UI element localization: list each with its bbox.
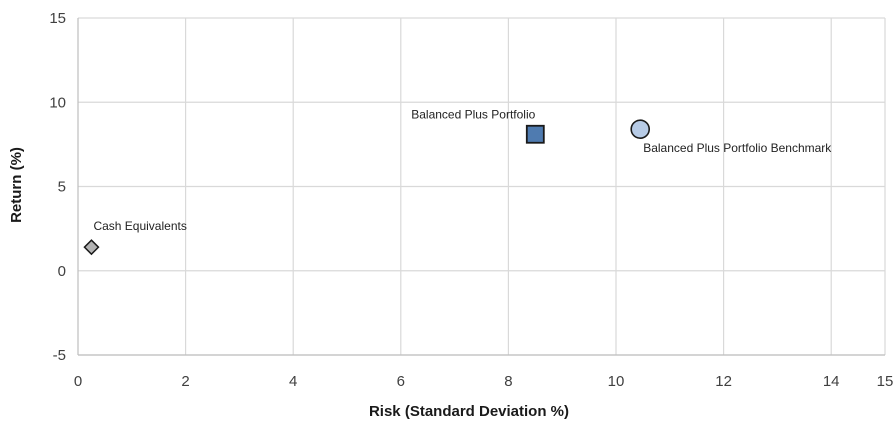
y-axis-title: Return (%) (8, 147, 25, 223)
y-tick-label: 10 (49, 94, 66, 111)
x-tick-labels: 0 2 4 6 8 10 12 14 15 (74, 373, 894, 390)
x-tick-label: 2 (181, 373, 189, 390)
y-tick-labels: -5 0 5 10 15 (49, 10, 66, 364)
point-label: Cash Equivalents (93, 219, 186, 233)
x-tick-label: 10 (608, 373, 625, 390)
point-label: Balanced Plus Portfolio Benchmark (643, 141, 832, 155)
x-tick-label: 15 (877, 373, 894, 390)
point-square (527, 126, 544, 143)
x-tick-label: 0 (74, 373, 82, 390)
x-tick-label: 6 (397, 373, 405, 390)
y-tick-label: 5 (58, 179, 66, 196)
x-axis-title: Risk (Standard Deviation %) (369, 403, 569, 420)
x-tick-label: 8 (504, 373, 512, 390)
point-circle (631, 120, 649, 138)
gridlines (78, 18, 885, 355)
point-diamond (84, 240, 98, 254)
x-tick-label: 4 (289, 373, 297, 390)
x-tick-label: 14 (823, 373, 840, 390)
point-label: Balanced Plus Portfolio (411, 107, 535, 121)
data-points (84, 120, 649, 254)
y-tick-label: 15 (49, 10, 66, 27)
x-tick-label: 12 (715, 373, 732, 390)
y-tick-label: 0 (58, 263, 66, 280)
y-tick-label: -5 (53, 347, 66, 364)
point-labels: Cash Equivalents Balanced Plus Portfolio B… (93, 107, 832, 233)
